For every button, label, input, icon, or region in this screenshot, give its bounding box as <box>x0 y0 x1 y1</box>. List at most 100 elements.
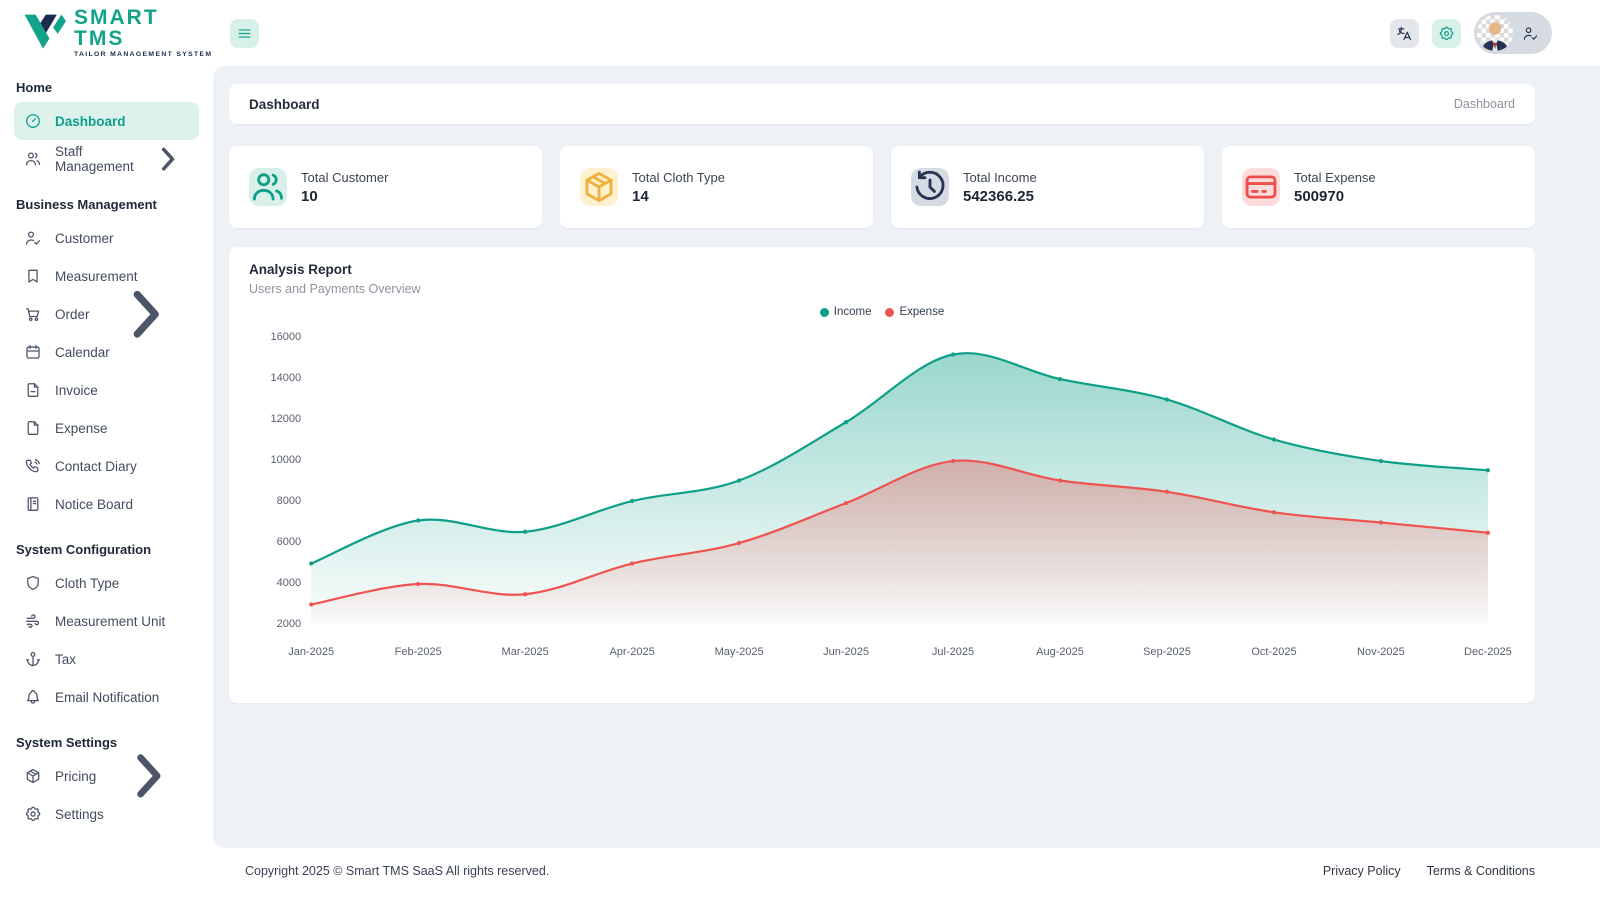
y-axis-label: 6000 <box>277 536 302 548</box>
sidebar-item-label: Contact Diary <box>55 458 137 474</box>
sidebar-item-label: Notice Board <box>55 496 134 512</box>
chevron-right-icon <box>109 736 189 816</box>
income-data-point <box>736 478 742 483</box>
expense-data-point <box>950 458 956 464</box>
avatar <box>1477 15 1513 51</box>
stats-row: Total Customer 10 Total Cloth Type 14 Total … <box>229 146 1535 228</box>
language-icon <box>1396 25 1413 42</box>
expense-data-point <box>1164 489 1170 494</box>
terms-conditions-link[interactable]: Terms & Conditions <box>1426 864 1535 878</box>
sidebar-item-measurement[interactable]: Measurement <box>14 257 199 295</box>
legend-item-income[interactable]: Income <box>819 306 872 318</box>
sidebar-item-contact-diary[interactable]: Contact Diary <box>14 447 199 485</box>
income-data-point <box>309 561 314 566</box>
income-data-point <box>1271 437 1277 442</box>
package-icon <box>580 168 618 206</box>
expense-data-point <box>1378 520 1384 525</box>
stat-label: Total Expense <box>1294 169 1376 185</box>
sidebar-item-order[interactable]: Order <box>14 290 199 338</box>
x-axis-label: Jun-2025 <box>823 646 869 658</box>
stat-card-total-customer: Total Customer 10 <box>229 146 542 228</box>
sidebar-item-label: Cloth Type <box>55 575 120 591</box>
brand-logo[interactable]: SMART TMS TAILOR MANAGEMENT SYSTEM <box>0 7 213 59</box>
gear-icon <box>1438 25 1455 42</box>
chevron-right-icon <box>147 138 189 180</box>
stat-value: 542366.25 <box>963 187 1034 205</box>
sidebar-item-label: Staff Management <box>55 144 134 174</box>
sidebar-item-cloth-type[interactable]: Cloth Type <box>14 564 199 602</box>
income-data-point <box>523 529 528 534</box>
expense-data-point <box>416 581 421 587</box>
stat-label: Total Income <box>963 169 1037 185</box>
sidebar-item-tax[interactable]: Tax <box>14 640 199 678</box>
expense-line <box>310 459 1490 606</box>
sidebar-item-measurement-unit[interactable]: Measurement Unit <box>14 602 199 640</box>
x-axis-label: Jan-2025 <box>288 646 334 658</box>
income-data-point <box>1164 397 1170 402</box>
income-data-point <box>1378 458 1384 464</box>
brand-name: SMART TMS <box>74 6 159 51</box>
bookmark-icon <box>24 267 42 285</box>
sidebar-item-dashboard[interactable]: Dashboard <box>14 102 199 140</box>
sidebar-item-notice-board[interactable]: Notice Board <box>14 485 199 523</box>
y-axis-label: 10000 <box>271 454 302 466</box>
calendar-icon <box>24 343 42 361</box>
language-button[interactable] <box>1390 18 1419 48</box>
expense-data-point <box>1271 510 1277 515</box>
sidebar-item-label: Invoice <box>55 382 98 398</box>
sidebar-item-invoice[interactable]: Invoice <box>14 371 199 409</box>
stat-card-total-cloth-type: Total Cloth Type 14 <box>560 146 873 228</box>
page-footer: Copyright 2025 © Smart TMS SaaS All righ… <box>213 848 1600 900</box>
gear-icon <box>24 805 42 823</box>
legend-dot <box>885 307 895 317</box>
x-axis-label: Jul-2025 <box>932 646 974 658</box>
sidebar-item-calendar[interactable]: Calendar <box>14 333 199 371</box>
sidebar-toggle-button[interactable] <box>230 18 259 48</box>
y-axis-label: 2000 <box>277 618 302 630</box>
x-axis-label: Dec-2025 <box>1464 646 1512 658</box>
sidebar-section-title: System Settings <box>16 735 118 750</box>
sidebar-item-label: Calendar <box>55 344 110 360</box>
brand-logo-icon <box>24 14 66 49</box>
expense-area <box>311 460 1488 623</box>
x-axis-label: Nov-2025 <box>1357 646 1405 658</box>
expense-data-point <box>523 592 528 597</box>
sidebar-item-email-notification[interactable]: Email Notification <box>14 678 199 716</box>
stat-label: Total Customer <box>301 169 389 185</box>
sidebar-item-label: Tax <box>55 651 77 667</box>
x-axis-label: Sep-2025 <box>1143 646 1191 658</box>
breadcrumb: Dashboard Dashboard <box>229 84 1535 124</box>
income-data-point <box>630 498 635 504</box>
legend-label: Income <box>833 306 872 318</box>
income-expense-area-chart[interactable]: 2000 4000 6000 8000 10000 12000 14000 16000 Jan-… <box>249 322 1515 675</box>
sidebar-item-settings[interactable]: Settings <box>14 795 199 833</box>
stat-value: 500970 <box>1294 187 1345 205</box>
sidebar-item-expense[interactable]: Expense <box>14 409 199 447</box>
analysis-report-card: Analysis Report Users and Payments Overv… <box>229 247 1535 703</box>
profile-button[interactable] <box>1474 12 1552 54</box>
page-title: Dashboard <box>249 96 320 112</box>
expense-data-point <box>736 540 742 546</box>
income-data-point <box>950 352 956 357</box>
legend-item-expense[interactable]: Expense <box>885 306 944 318</box>
sidebar-item-label: Expense <box>55 420 108 436</box>
x-axis-label: Aug-2025 <box>1036 646 1084 658</box>
sidebar-item-label: Customer <box>55 230 114 246</box>
user-check-icon <box>1522 25 1539 42</box>
sidebar-item-label: Settings <box>55 806 104 822</box>
sidebar-item-label: Measurement Unit <box>55 613 166 629</box>
sidebar-item-label: Email Notification <box>55 689 160 705</box>
privacy-policy-link[interactable]: Privacy Policy <box>1322 864 1401 878</box>
sidebar-item-customer[interactable]: Customer <box>14 219 199 257</box>
gauge-icon <box>24 112 42 130</box>
settings-button[interactable] <box>1432 18 1461 48</box>
sidebar-item-staff-management[interactable]: Staff Management <box>14 140 199 178</box>
sidebar-item-pricing[interactable]: Pricing <box>14 754 199 798</box>
x-axis-label: Mar-2025 <box>502 646 549 658</box>
y-axis-label: 16000 <box>271 331 302 343</box>
income-data-point <box>1485 468 1491 473</box>
wind-icon <box>24 612 42 630</box>
y-axis-label: 12000 <box>271 413 302 425</box>
file-icon <box>24 419 42 437</box>
